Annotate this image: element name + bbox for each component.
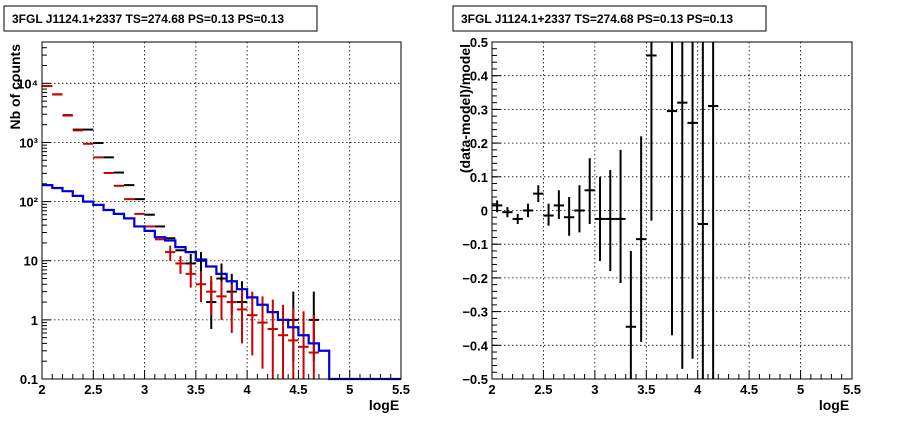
y-tick-label: 0.3 — [470, 102, 488, 117]
x-tick-label: 5 — [346, 382, 353, 397]
left-grid — [42, 42, 401, 379]
x-tick-label: 2 — [38, 382, 45, 397]
y-tick-label: 0.1 — [20, 372, 38, 387]
y-tick-label: 0.1 — [470, 170, 488, 185]
x-tick-label: 3 — [141, 382, 148, 397]
right-x-axis-title: logE — [819, 397, 849, 413]
y-tick-label: 10 — [24, 254, 38, 269]
y-tick-label: 1 — [31, 313, 38, 328]
x-tick-label: 2.5 — [84, 382, 102, 397]
left-x-axis-title: logE — [369, 397, 399, 413]
left-y-axis-title: Nb of counts — [7, 44, 23, 130]
right-tick-labels: 2 2.5 3 3.5 4 4.5 5 5.5 −0.5 −0.4 −0.3 −0.2 −0.1 0 0.1… — [462, 35, 861, 397]
right-title-box — [452, 5, 767, 32]
x-tick-label: 4 — [244, 382, 252, 397]
right-chart-title: 3FGL J1124.1+2337 TS=274.68 PS=0.13 PS=0… — [461, 12, 733, 26]
y-tick-label: 0.2 — [470, 136, 488, 151]
left-marks — [42, 85, 401, 381]
model-step-line — [42, 184, 401, 381]
x-tick-label: 5 — [797, 382, 804, 397]
y-tick-label: 10² — [19, 195, 38, 210]
left-tick-labels: 2 2.5 3 3.5 4 4.5 5 5.5 0.1 1 10 10² 10³ 10⁴ — [17, 76, 410, 397]
x-tick-label: 2 — [488, 382, 495, 397]
right-ticks — [491, 41, 853, 380]
left-chart-title: 3FGL J1124.1+2337 TS=274.68 PS=0.13 PS=0… — [12, 12, 284, 26]
x-tick-label: 4 — [694, 382, 702, 397]
x-tick-label: 3.5 — [187, 382, 205, 397]
y-tick-label: −0.4 — [462, 338, 488, 353]
x-tick-label: 4.5 — [740, 382, 758, 397]
left-panel: 3FGL J1124.1+2337 TS=274.68 PS=0.13 PS=0… — [3, 5, 410, 413]
left-ticks — [41, 41, 402, 380]
y-tick-label: −0.1 — [462, 237, 488, 252]
y-tick-label: −0.5 — [462, 372, 488, 387]
x-tick-label: 3 — [591, 382, 598, 397]
x-tick-label: 3.5 — [637, 382, 655, 397]
y-tick-label: 0 — [481, 204, 488, 219]
left-plot-frame — [41, 41, 402, 380]
y-tick-label: −0.3 — [462, 305, 488, 320]
y-tick-label: −0.2 — [462, 271, 488, 286]
right-panel: 3FGL J1124.1+2337 TS=274.68 PS=0.13 PS=0… — [452, 5, 861, 413]
x-tick-label: 2.5 — [534, 382, 552, 397]
y-tick-label: 10⁴ — [17, 76, 38, 91]
right-y-axis-title: (data-model)/model — [457, 44, 473, 173]
right-marks — [492, 42, 719, 379]
right-plot-frame — [491, 41, 853, 380]
left-title-box — [3, 5, 318, 32]
x-tick-label: 5.5 — [392, 382, 410, 397]
y-tick-label: 0.5 — [470, 35, 488, 50]
x-tick-label: 4.5 — [289, 382, 307, 397]
y-tick-label: 0.4 — [470, 69, 489, 84]
y-tick-label: 10³ — [19, 135, 38, 150]
x-tick-label: 5.5 — [843, 382, 861, 397]
